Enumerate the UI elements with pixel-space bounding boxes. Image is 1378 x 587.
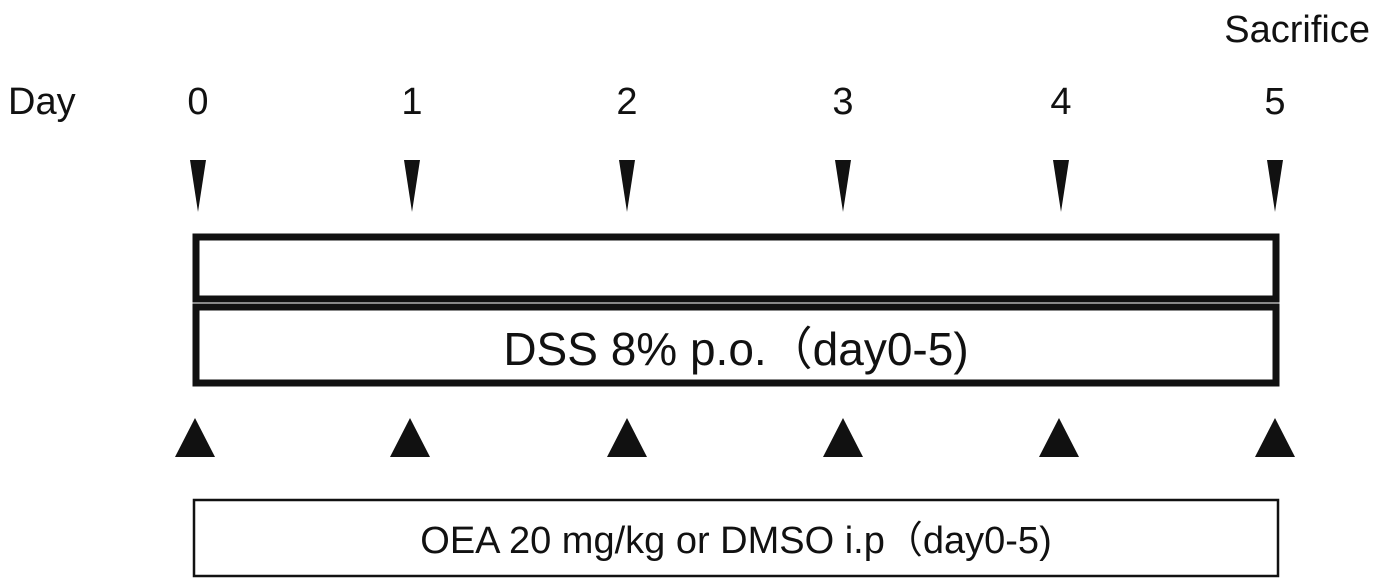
up-triangle-icon: [1039, 418, 1079, 457]
day-labels: 0 1 2 3 4 5: [187, 81, 1285, 123]
down-pointer-icon: [619, 160, 635, 212]
up-triangle-icon: [823, 418, 863, 457]
day-label: 0: [187, 81, 208, 123]
down-pointer-icon: [1053, 160, 1069, 212]
down-pointer-icon: [404, 160, 420, 212]
up-triangle-icon: [390, 418, 430, 457]
down-pointer-icon: [1267, 160, 1283, 212]
up-triangle-icon: [607, 418, 647, 457]
lower-bar-frame: [192, 303, 1280, 387]
oea-treatment-bar: OEA 20 mg/kg or DMSO i.p（day0-5): [192, 498, 1280, 578]
dss-treatment-bar: DSS 8% p.o.（day0-5): [192, 233, 1280, 387]
down-pointer-icon: [835, 160, 851, 212]
day-axis-label: Day: [8, 81, 76, 123]
bottom-triangles: [175, 418, 1295, 457]
top-pointers: [190, 160, 1283, 212]
oea-label: OEA 20 mg/kg or DMSO i.p（day0-5): [420, 520, 1051, 562]
oea-bar-frame: [192, 498, 1280, 578]
day-label: 2: [616, 81, 637, 123]
day-label: 5: [1264, 81, 1285, 123]
up-triangle-icon: [1255, 418, 1295, 457]
day-label: 1: [401, 81, 422, 123]
up-triangle-icon: [175, 418, 215, 457]
dss-label: DSS 8% p.o.（day0-5): [503, 323, 968, 375]
day-label: 3: [832, 81, 853, 123]
sacrifice-label: Sacrifice: [1224, 9, 1370, 51]
day-label: 4: [1050, 81, 1071, 123]
down-pointer-icon: [190, 160, 206, 212]
upper-bar-frame: [192, 233, 1280, 303]
